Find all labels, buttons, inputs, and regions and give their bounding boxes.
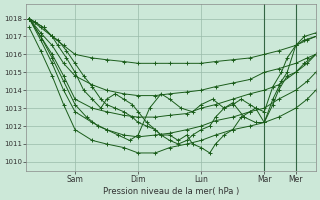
X-axis label: Pression niveau de la mer( hPa ): Pression niveau de la mer( hPa ) xyxy=(103,187,239,196)
